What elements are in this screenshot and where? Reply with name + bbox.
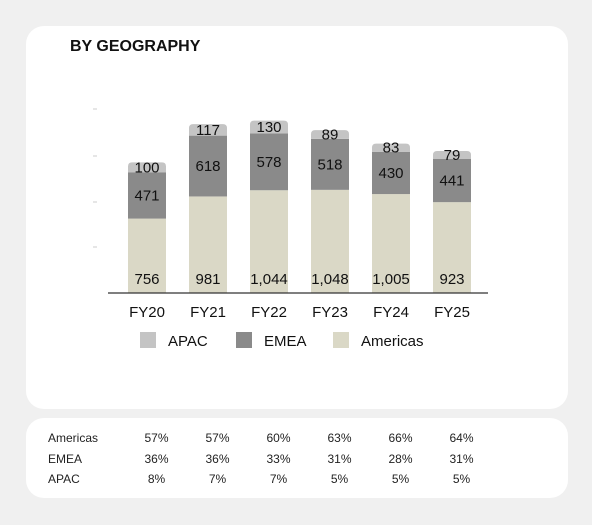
x-tick-label-fy20: FY20 — [129, 304, 165, 321]
x-tick-label-fy24: FY24 — [373, 304, 409, 321]
bar-emea-fy21 — [189, 135, 227, 197]
bar-apac-fy24 — [372, 143, 410, 152]
chart-title: BY GEOGRAPHY — [70, 38, 201, 55]
bar-apac-fy20 — [128, 162, 166, 173]
share-cell: 36% — [205, 451, 230, 466]
share-row-americas: Americas 57% 57% 60% 63% 66% 64% — [48, 428, 492, 449]
share-cell: 7% — [208, 472, 227, 487]
bar-americas-fy23 — [311, 189, 349, 293]
bar-americas-fy21 — [189, 196, 227, 293]
x-tick-label-fy25: FY25 — [434, 304, 470, 321]
bar-emea-fy22 — [250, 133, 288, 191]
bar-label-emea-fy21: 618 — [195, 158, 220, 175]
bar-emea-fy24 — [372, 151, 410, 195]
x-tick-label-fy22: FY22 — [251, 304, 287, 321]
share-cell: 33% — [266, 451, 291, 466]
bar-label-emea-fy24: 430 — [378, 165, 403, 182]
legend-label-americas: Americas — [361, 333, 424, 350]
share-cell: 66% — [388, 431, 413, 446]
bar-label-emea-fy22: 578 — [256, 154, 281, 171]
share-cell: 63% — [327, 431, 352, 446]
share-cell: 31% — [449, 451, 474, 466]
bar-label-americas-fy21: 981 — [195, 271, 220, 288]
share-cell: 7% — [269, 472, 288, 487]
share-cell: 64% — [449, 431, 474, 446]
legend-swatch-apac — [140, 332, 156, 348]
bar-label-americas-fy20: 756 — [134, 271, 159, 288]
bar-americas-fy20 — [128, 218, 166, 293]
share-row-label: Americas — [48, 431, 99, 446]
bar-americas-fy24 — [372, 194, 410, 293]
x-tick-label-fy23: FY23 — [312, 304, 348, 321]
bar-label-apac-fy22: 130 — [256, 119, 281, 136]
bar-label-apac-fy20: 100 — [134, 159, 159, 176]
legend-swatch-americas — [333, 332, 349, 348]
share-cell: 57% — [144, 431, 169, 446]
share-cell: 36% — [144, 451, 169, 466]
bar-emea-fy23 — [311, 138, 349, 190]
legend-label-emea: EMEA — [264, 333, 307, 350]
bar-label-americas-fy25: 923 — [439, 271, 464, 288]
share-table: Americas 57% 57% 60% 63% 66% 64% EMEA 36% 36% 33% 3… — [48, 428, 492, 490]
bar-apac-fy21 — [189, 124, 227, 136]
bar-label-emea-fy23: 518 — [317, 156, 342, 173]
legend-swatch-emea — [236, 332, 252, 348]
share-cell: 57% — [205, 431, 230, 446]
legend-label-apac: APAC — [168, 333, 208, 350]
bar-label-americas-fy23: 1,048 — [311, 271, 349, 288]
bar-emea-fy20 — [128, 172, 166, 219]
share-row-apac: APAC 8% 7% 7% 5% 5% 5% — [48, 469, 492, 490]
share-card: Americas 57% 57% 60% 63% 66% 64% EMEA 36% 36% 33% 3… — [26, 418, 568, 498]
bar-label-apac-fy25: 79 — [444, 147, 461, 164]
share-row-label: EMEA — [48, 451, 83, 466]
bar-americas-fy25 — [433, 202, 471, 293]
x-tick-label-fy21: FY21 — [190, 304, 226, 321]
bar-apac-fy22 — [250, 120, 288, 134]
bar-emea-fy25 — [433, 158, 471, 203]
share-row-emea: EMEA 36% 36% 33% 31% 28% 31% — [48, 449, 492, 470]
bar-label-apac-fy21: 117 — [196, 122, 220, 139]
share-cell: 5% — [391, 472, 410, 487]
share-cell: 5% — [452, 472, 471, 487]
share-cell: 5% — [330, 472, 349, 487]
bar-label-emea-fy20: 471 — [134, 187, 159, 204]
bar-americas-fy22 — [250, 190, 288, 293]
bar-label-apac-fy24: 83 — [383, 140, 400, 157]
bar-label-apac-fy23: 89 — [322, 126, 339, 143]
chart-card: BY GEOGRAPHY 756 471 100 FY20 981 618 117 FY21 1… — [26, 26, 568, 409]
share-row-label: APAC — [48, 472, 80, 487]
share-cell: 8% — [147, 472, 166, 487]
bar-apac-fy25 — [433, 150, 471, 159]
bar-label-emea-fy25: 441 — [439, 172, 464, 189]
bar-apac-fy23 — [311, 130, 349, 139]
share-cell: 31% — [327, 451, 352, 466]
bar-label-americas-fy24: 1,005 — [372, 271, 410, 288]
share-cell: 28% — [388, 451, 413, 466]
bar-label-americas-fy22: 1,044 — [250, 271, 288, 288]
stacked-bar-chart: 756 471 100 FY20 981 618 117 FY21 1,044 578 130 FY2… — [93, 108, 488, 350]
share-cell: 60% — [266, 431, 291, 446]
